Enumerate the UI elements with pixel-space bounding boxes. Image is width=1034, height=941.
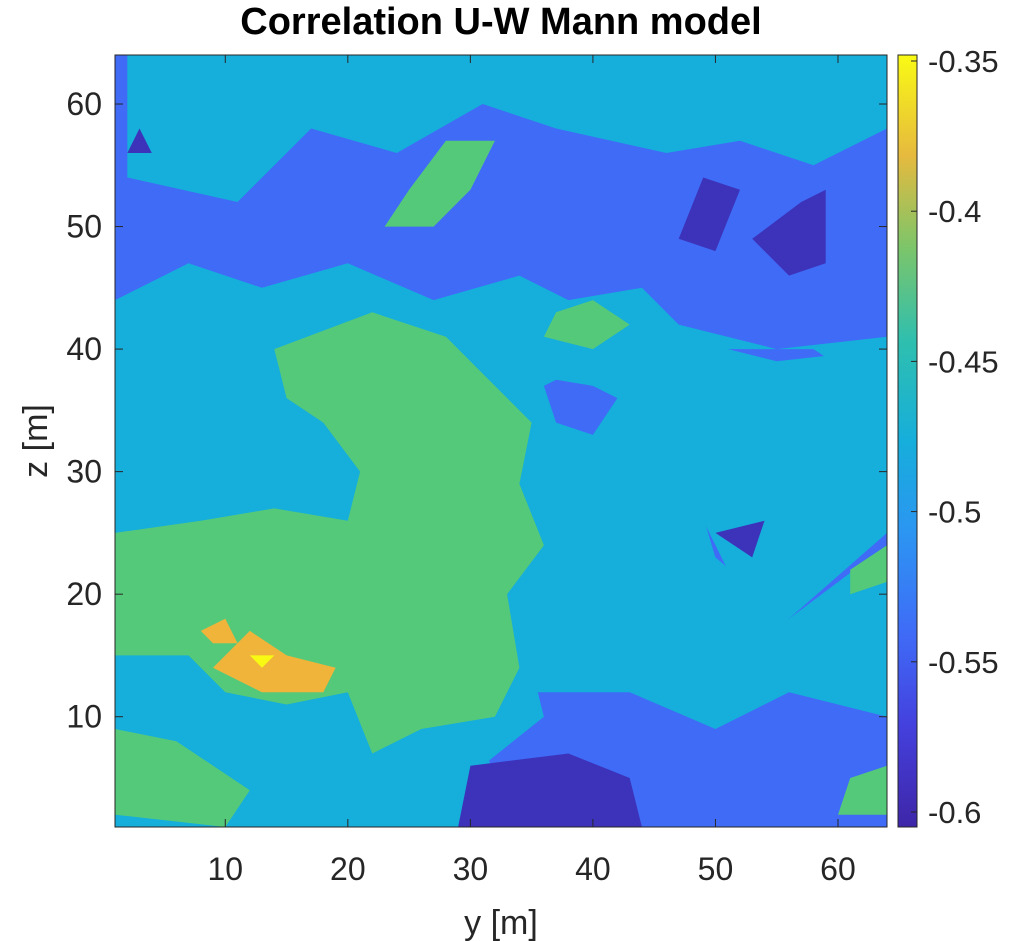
colorbar-tick-label: -0.6 (928, 795, 981, 830)
contour-region-level-0 (715, 520, 765, 558)
y-tick-label: 60 (66, 86, 102, 122)
x-tick-label: 60 (820, 851, 856, 887)
colorbar-tick-label: -0.45 (928, 344, 999, 379)
colorbar-ticks: -0.35 -0.4 -0.45 -0.5 -0.55 -0.6 (911, 44, 999, 830)
y-tick-label: 40 (66, 331, 102, 367)
colorbar-tick-label: -0.55 (928, 645, 999, 680)
x-axis-label: y [m] (464, 904, 538, 941)
chart-title: Correlation U-W Mann model (240, 1, 761, 43)
colorbar-tick-label: -0.4 (928, 194, 981, 229)
contour-region-level-0 (458, 753, 642, 827)
contour-region-level-3 (384, 140, 495, 227)
plot-area (114, 54, 888, 828)
contour-region-level-1 (543, 373, 618, 435)
y-tick-label: 30 (66, 454, 102, 490)
contour-region-level-4 (213, 630, 336, 693)
y-tick-label: 10 (66, 699, 102, 735)
x-tick-label: 30 (453, 851, 489, 887)
x-tick-label: 10 (207, 851, 243, 887)
contour-region-level-3 (543, 300, 630, 350)
x-tick-label: 40 (575, 851, 611, 887)
colorbar: -0.35 -0.4 -0.45 -0.5 -0.55 -0.6 (897, 44, 999, 830)
contour-region-level-4 (200, 618, 238, 644)
y-tick-label: 50 (66, 209, 102, 245)
plot-frame (114, 54, 888, 828)
colorbar-tick-label: -0.35 (928, 44, 999, 79)
y-axis-label: z [m] (17, 404, 55, 478)
colorbar-gradient (897, 54, 918, 828)
x-axis: 10 20 30 40 50 60 (207, 55, 856, 887)
contour-region-level-3 (850, 545, 887, 595)
contour-region-level-0 (752, 189, 826, 276)
contour-region-level-3 (115, 729, 250, 827)
contour-region-level-0 (678, 177, 740, 252)
contour-region-level-2 (127, 55, 887, 202)
y-axis: 10 20 30 40 50 60 (66, 86, 887, 735)
x-tick-label: 50 (698, 851, 734, 887)
contour-region-level-3 (838, 765, 887, 815)
contour-regions (115, 55, 887, 827)
y-tick-label: 20 (66, 576, 102, 612)
x-tick-label: 20 (330, 851, 366, 887)
colorbar-tick-label: -0.5 (928, 495, 981, 530)
contour-region-level-0 (127, 128, 152, 153)
contour-region-level-5 (249, 655, 275, 668)
